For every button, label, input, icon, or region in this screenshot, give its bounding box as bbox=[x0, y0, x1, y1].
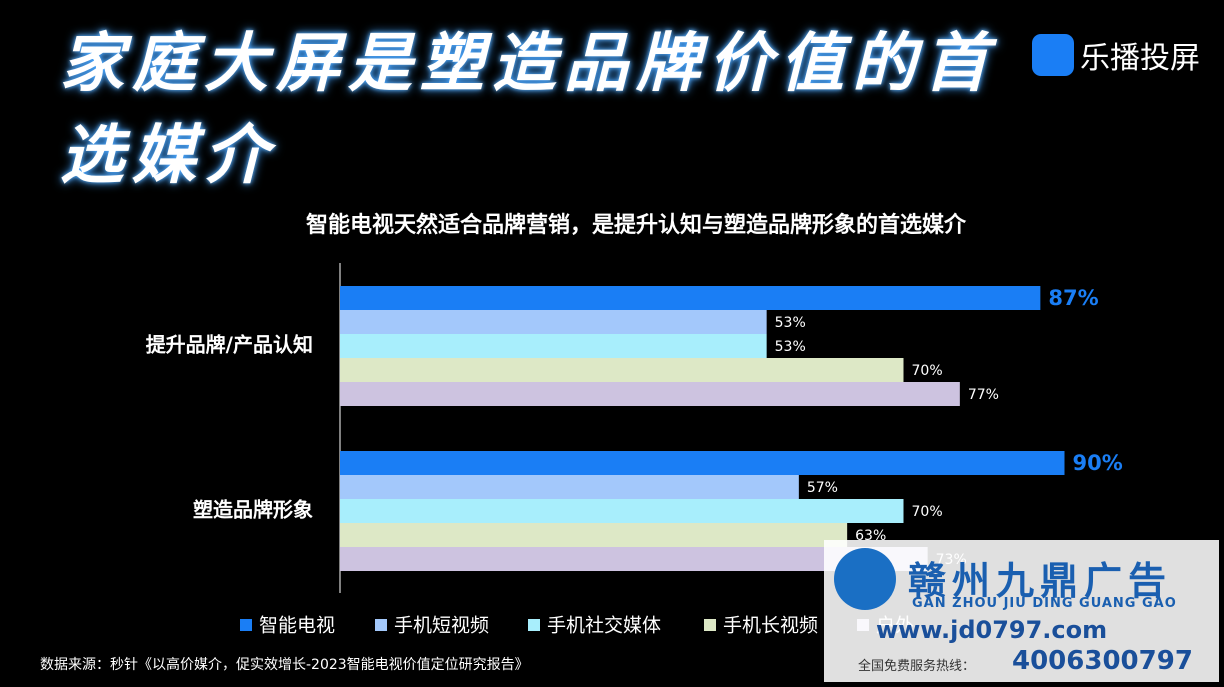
category-label: 提升品牌/产品认知 bbox=[146, 333, 313, 357]
legend-swatch bbox=[240, 619, 252, 631]
watermark-hotline-label: 全国免费服务热线： bbox=[858, 659, 976, 674]
watermark-url: www.jd0797.com bbox=[876, 616, 1108, 644]
bar bbox=[340, 310, 767, 334]
legend-swatch bbox=[528, 619, 540, 631]
legend-label: 手机长视频 bbox=[723, 615, 818, 637]
bar bbox=[340, 286, 1041, 310]
watermark: 赣州九鼎广告 GAN ZHOU JIU DING GUANG GAO www.j… bbox=[824, 540, 1219, 682]
value-label: 70% bbox=[912, 504, 943, 520]
value-label: 77% bbox=[968, 387, 999, 403]
value-label: 53% bbox=[775, 315, 806, 331]
bar bbox=[340, 451, 1065, 475]
logo-text: 乐播投屏 bbox=[1080, 41, 1200, 76]
watermark-hotline: 4006300797 bbox=[1012, 646, 1193, 676]
legend-label: 智能电视 bbox=[259, 615, 335, 637]
source: 数据来源：秒针《以高价媒介，促实效增长-2023智能电视价值定位研究报告》 bbox=[40, 656, 529, 673]
bar bbox=[340, 499, 904, 523]
bar bbox=[340, 523, 848, 547]
value-label: 53% bbox=[775, 339, 806, 355]
value-label: 90% bbox=[1073, 451, 1123, 475]
bar bbox=[340, 475, 799, 499]
watermark-logo bbox=[834, 548, 896, 610]
watermark-name: 赣州九鼎广告 bbox=[908, 559, 1173, 603]
bar bbox=[340, 358, 904, 382]
bar bbox=[340, 334, 767, 358]
legend-swatch bbox=[375, 619, 387, 631]
bar bbox=[340, 382, 960, 406]
watermark-pinyin: GAN ZHOU JIU DING GUANG GAO bbox=[912, 596, 1177, 611]
legend-label: 手机短视频 bbox=[394, 615, 489, 637]
legend-label: 手机社交媒体 bbox=[547, 615, 661, 637]
chart-title: 智能电视天然适合品牌营销，是提升认知与塑造品牌形象的首选媒介 bbox=[306, 212, 967, 238]
logo: 乐播投屏 bbox=[1032, 33, 1200, 77]
page-title: 家庭大屏是塑造品牌价值的首选媒介 bbox=[60, 27, 996, 193]
legend-swatch bbox=[704, 619, 716, 631]
category-label: 塑造品牌形象 bbox=[193, 498, 313, 522]
value-label: 70% bbox=[912, 363, 943, 379]
logo-icon bbox=[1032, 34, 1074, 76]
value-label: 87% bbox=[1048, 286, 1098, 310]
value-label: 57% bbox=[807, 480, 838, 496]
